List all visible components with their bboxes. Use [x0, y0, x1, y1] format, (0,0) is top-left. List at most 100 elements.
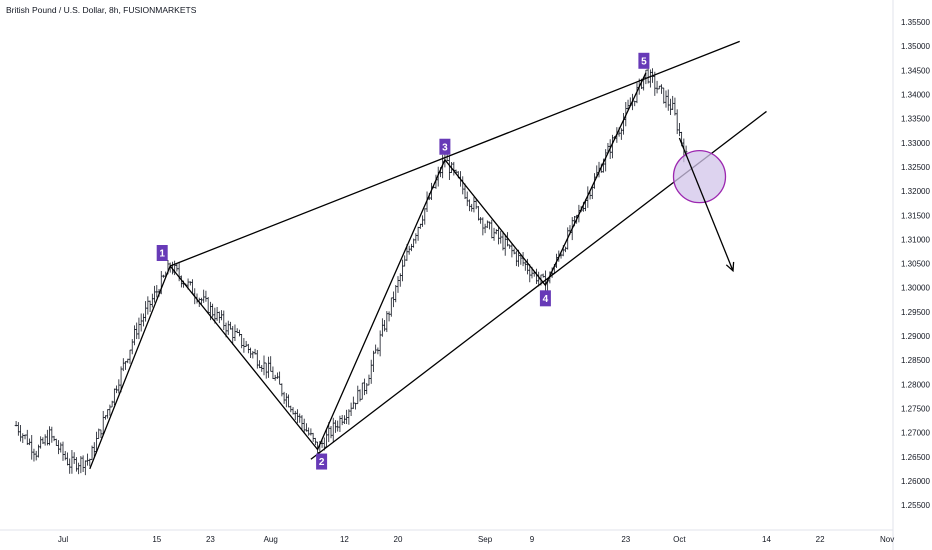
candle	[244, 340, 248, 347]
candle	[622, 113, 625, 135]
candle	[255, 350, 259, 369]
candle	[150, 293, 154, 308]
candle	[664, 90, 668, 108]
candle	[503, 234, 507, 256]
candle	[115, 385, 118, 394]
candle	[293, 410, 297, 421]
candle	[329, 425, 333, 439]
candle	[61, 441, 65, 461]
wave-label-box	[316, 453, 328, 470]
projection-arrow-head	[725, 261, 735, 273]
candle	[472, 197, 476, 213]
candle	[204, 290, 208, 302]
candle	[50, 426, 54, 443]
candle	[75, 457, 78, 472]
candle	[564, 246, 567, 253]
candle	[447, 155, 451, 180]
candle	[215, 307, 219, 321]
candle	[54, 438, 58, 446]
candle	[233, 324, 237, 342]
candle	[222, 310, 226, 331]
candle	[298, 413, 302, 423]
candle	[86, 453, 89, 466]
y-tick-label: 1.31500	[901, 211, 930, 220]
candle	[25, 429, 29, 445]
candle	[492, 227, 496, 241]
candle	[376, 347, 380, 355]
candle	[363, 378, 366, 396]
candle	[514, 250, 518, 267]
candle	[226, 320, 230, 335]
wave-label: 5	[641, 56, 647, 67]
wave-label: 3	[442, 142, 448, 153]
candle	[142, 313, 145, 327]
candle	[128, 349, 132, 364]
wave-label-box	[539, 290, 551, 307]
candle	[349, 402, 353, 416]
candle	[347, 409, 351, 425]
candle	[387, 311, 391, 322]
candle	[468, 199, 471, 212]
candle	[77, 462, 81, 475]
candle	[124, 361, 127, 370]
candle	[137, 317, 141, 340]
candle	[461, 176, 465, 195]
candle	[28, 438, 31, 446]
candle	[483, 223, 487, 234]
y-tick-label: 1.35500	[901, 18, 930, 27]
candle	[394, 285, 398, 303]
wave-label: 4	[543, 294, 549, 305]
candle	[63, 451, 67, 461]
candle	[369, 359, 373, 384]
candle	[59, 442, 63, 453]
candle	[389, 297, 393, 317]
x-tick-label: Aug	[264, 535, 278, 544]
y-tick-label: 1.32000	[901, 187, 930, 196]
candle	[83, 460, 87, 476]
candle	[271, 366, 275, 379]
candle	[238, 329, 241, 337]
candle	[30, 435, 34, 460]
projection-arrow-line	[678, 137, 734, 272]
candle	[407, 245, 411, 255]
candle	[72, 452, 76, 464]
candle	[135, 322, 139, 340]
wave-zigzag	[89, 72, 647, 470]
candle	[485, 220, 489, 229]
highlight-circle	[672, 149, 727, 204]
candle	[81, 455, 85, 473]
candle	[331, 417, 335, 442]
wave-label-box	[156, 245, 168, 261]
candle	[70, 450, 74, 474]
x-tick-label: 12	[340, 535, 349, 544]
candle	[309, 428, 313, 436]
candle	[313, 437, 317, 446]
candle	[508, 244, 512, 249]
candle	[284, 393, 288, 408]
candle	[666, 89, 670, 111]
wave-label: 1	[159, 249, 165, 260]
y-tick-label: 1.35000	[901, 42, 930, 51]
candle	[360, 382, 364, 400]
candle	[34, 450, 38, 461]
candle	[410, 243, 413, 252]
candle	[106, 409, 110, 419]
y-tick-label: 1.25500	[901, 501, 930, 510]
candle	[423, 208, 427, 225]
x-tick-label: 22	[816, 535, 825, 544]
candle	[305, 423, 308, 432]
x-tick-label: 20	[394, 535, 403, 544]
candle	[383, 320, 386, 332]
candle	[267, 356, 270, 378]
candle	[660, 84, 663, 94]
y-tick-label: 1.27000	[901, 429, 930, 438]
candle	[249, 347, 252, 358]
candle	[130, 339, 134, 355]
candle	[289, 405, 293, 413]
candle	[311, 432, 315, 442]
candle	[644, 69, 648, 85]
x-tick-label: Jul	[58, 535, 68, 544]
candle	[276, 372, 279, 379]
x-tick-label: Sep	[478, 535, 493, 544]
